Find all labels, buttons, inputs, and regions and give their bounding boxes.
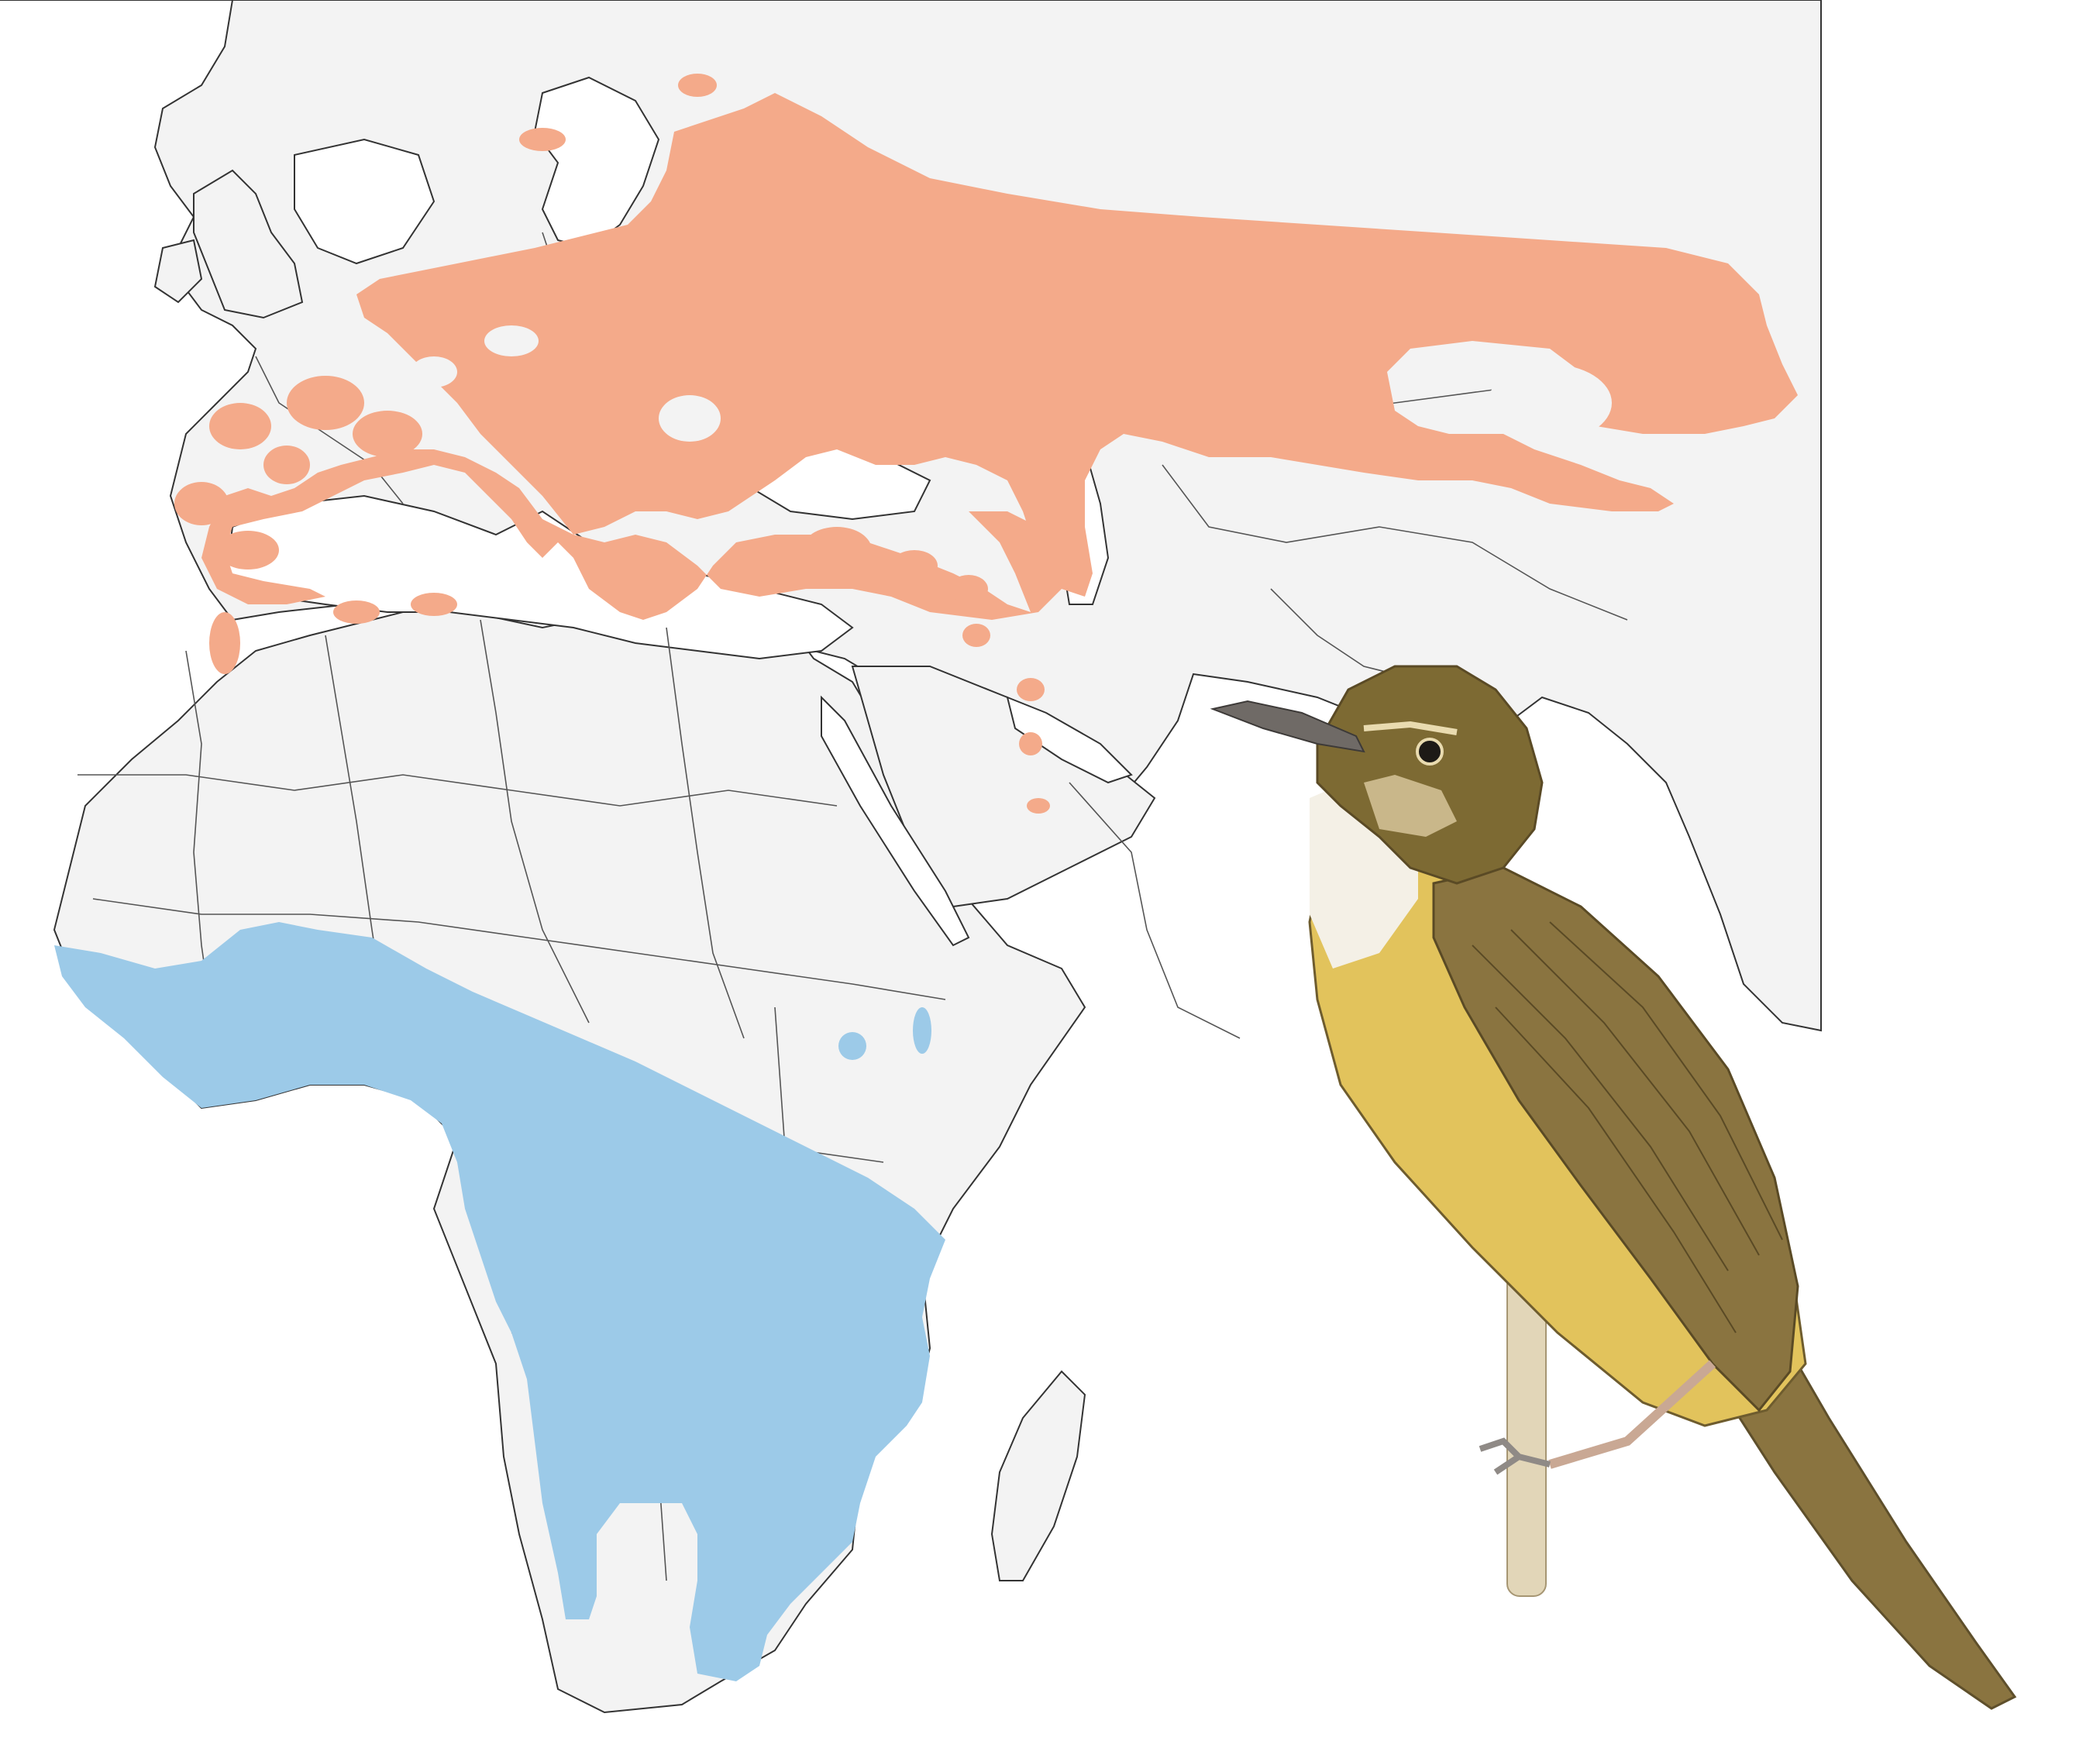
ireland-landmass (153, 239, 203, 304)
red-sea (821, 695, 970, 947)
feather-line (1549, 921, 1783, 1240)
wintering-range-patch (913, 1007, 931, 1054)
bird-wing (1432, 866, 1799, 1413)
feather-line (1510, 929, 1760, 1256)
breeding-range-patch (1017, 678, 1045, 701)
bird-head (1316, 665, 1544, 885)
breeding-range-gaps (411, 325, 1612, 442)
border-line (77, 774, 838, 807)
border-line (1069, 782, 1241, 1039)
wintering-range (54, 922, 945, 1681)
breeding-range-patch (962, 624, 990, 647)
breeding-range-patch (174, 482, 229, 525)
breeding-range-patch (1019, 732, 1042, 755)
breeding-range-patch (949, 575, 988, 603)
bird-illustration (1210, 665, 2017, 1710)
madagascar-landmass (990, 1370, 1086, 1581)
border-line (1162, 464, 1628, 621)
breeding-range-patch (1027, 798, 1050, 814)
breeding-range-gap (411, 356, 457, 387)
persian-gulf (1006, 696, 1133, 784)
breeding-range-gap (1488, 364, 1612, 442)
bird-eye (1416, 738, 1444, 766)
breeding-range-patch (209, 612, 240, 674)
breeding-range-patch (802, 527, 872, 573)
wintering-range-patch (838, 1032, 866, 1060)
wintering-range-main (54, 922, 945, 1681)
border-line (666, 627, 745, 1039)
feather-line (1472, 945, 1729, 1271)
britain-landmass (193, 169, 304, 319)
breeding-range-patch (353, 411, 422, 457)
breeding-range-patch (209, 403, 271, 449)
breeding-range-patch (333, 600, 380, 624)
bird-leg (1548, 1360, 1716, 1469)
breeding-range-gap (659, 395, 721, 442)
bird-bill (1210, 700, 1365, 753)
breeding-range-gap (484, 325, 539, 356)
breeding-range-patch (287, 376, 364, 430)
north-sea (294, 138, 435, 265)
breeding-range-patch (678, 74, 717, 97)
border-line (255, 356, 404, 504)
breeding-range (174, 74, 1798, 814)
border-line (92, 898, 946, 1000)
bird-foot (1479, 1437, 1551, 1475)
feather-line (1495, 1006, 1737, 1333)
wing-feather-lines (1472, 921, 1783, 1333)
breeding-range-patch (411, 593, 457, 616)
bird-cheek (1364, 775, 1457, 837)
border-line (480, 619, 590, 1024)
breeding-range-patch (519, 128, 566, 151)
breeding-range-main (201, 93, 1798, 620)
breeding-range-patch (263, 446, 310, 484)
bird-supercilium (1363, 721, 1458, 735)
breeding-range-patch (217, 531, 279, 569)
breeding-range-patch (891, 550, 938, 581)
